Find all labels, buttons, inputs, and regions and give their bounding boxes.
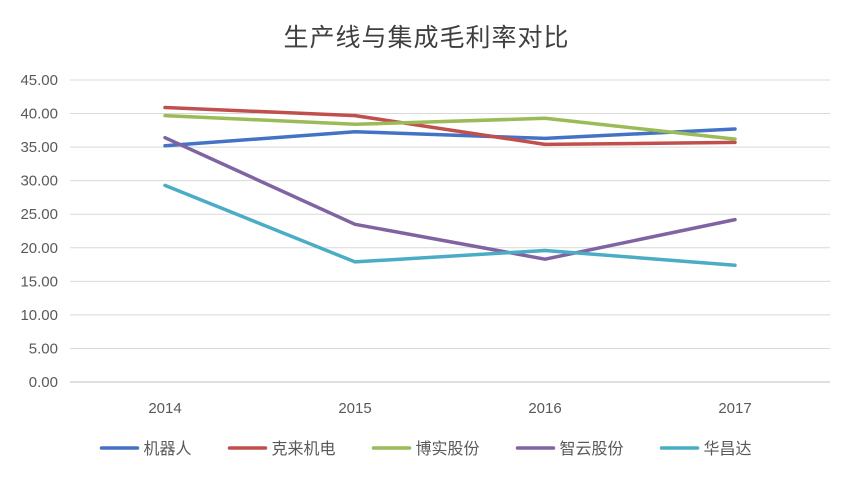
y-tick-label: 40.00	[20, 106, 58, 123]
legend: 机器人 克来机电 博实股份 智云股份 华昌达	[99, 439, 752, 458]
legend-label: 博实股份	[416, 439, 480, 458]
y-tick-label: 0.00	[29, 374, 58, 391]
x-axis-labels: 2014 2015 2016 2017	[148, 400, 751, 417]
legend-label: 克来机电	[272, 439, 336, 458]
x-tick-label: 2015	[338, 400, 371, 417]
series-line	[163, 183, 737, 267]
y-tick-label: 45.00	[20, 72, 58, 89]
series-line	[163, 127, 737, 148]
y-tick-label: 25.00	[20, 206, 58, 223]
x-tick-label: 2017	[718, 400, 751, 417]
chart-title: 生产线与集成毛利率对比	[283, 23, 570, 52]
y-tick-label: 15.00	[20, 273, 58, 290]
legend-label: 机器人	[144, 439, 192, 458]
y-tick-label: 35.00	[20, 139, 58, 156]
legend-label: 华昌达	[704, 439, 752, 458]
gridlines	[70, 79, 830, 383]
y-axis-labels: 0.00 5.00 10.00 15.00 20.00 25.00 30.00 35.00 40…	[20, 72, 58, 391]
series-lines	[163, 105, 737, 267]
y-tick-label: 10.00	[20, 307, 58, 324]
x-tick-label: 2016	[528, 400, 561, 417]
series-line	[163, 113, 737, 141]
x-tick-label: 2014	[148, 400, 181, 417]
y-tick-label: 20.00	[20, 240, 58, 257]
series-line	[163, 135, 737, 261]
y-tick-label: 5.00	[29, 340, 58, 357]
legend-label: 智云股份	[560, 439, 624, 458]
y-tick-label: 30.00	[20, 173, 58, 190]
series-line	[163, 105, 737, 147]
